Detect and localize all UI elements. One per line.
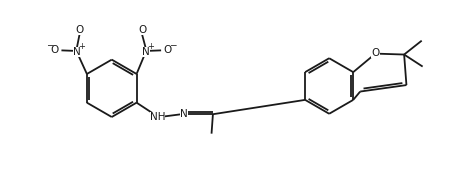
Text: N: N [180,109,188,119]
Text: N: N [73,47,81,57]
Text: +: + [147,42,154,51]
Text: O: O [51,45,59,55]
Text: +: + [78,42,85,51]
Text: −: − [46,40,53,49]
Text: O: O [163,45,172,55]
Text: NH: NH [150,111,165,122]
Text: N: N [142,47,150,57]
Text: O: O [138,25,146,35]
Text: O: O [75,25,84,35]
Text: −: − [169,40,177,49]
Text: O: O [371,48,380,58]
